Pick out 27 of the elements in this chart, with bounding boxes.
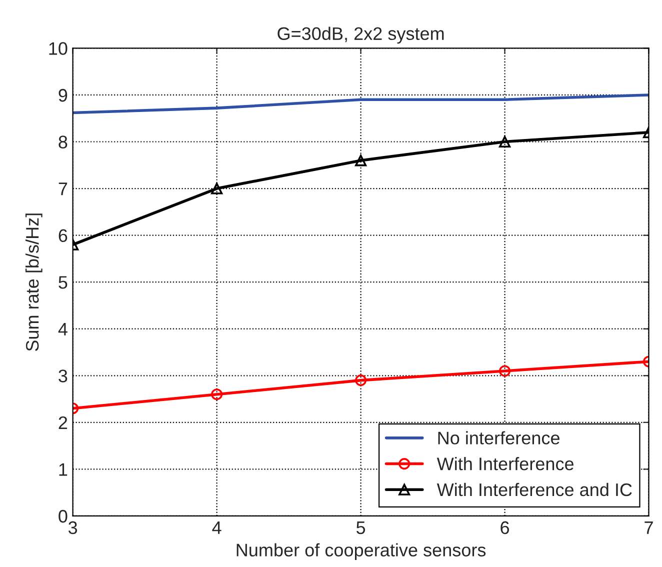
y-tick-label: 9: [58, 88, 68, 102]
y-axis-title: Sum rate [b/s/Hz]: [25, 214, 42, 351]
y-tick-label: 6: [58, 229, 68, 242]
chart-title: G=30dB, 2x2 system: [278, 26, 444, 44]
x-tick-label: 7: [644, 521, 653, 534]
legend-label: With Interference: [436, 457, 574, 470]
x-axis-title: Number of cooperative sensors: [236, 543, 486, 560]
y-tick-label: 4: [58, 322, 68, 336]
y-tick-label: 7: [58, 182, 68, 196]
y-tick-label: 3: [58, 370, 68, 382]
y-tick-label: 0: [58, 510, 68, 523]
line-series: [72, 94, 649, 114]
y-tick-label: 1: [59, 463, 68, 476]
point: [355, 374, 367, 386]
point: [355, 154, 367, 166]
x-tick-label: 5: [356, 521, 366, 534]
x-tick-label: 3: [68, 521, 78, 534]
point: [211, 388, 223, 400]
y-tick-label: 10: [49, 42, 68, 55]
y-tick-label: 5: [58, 276, 68, 289]
x-tick-label: 6: [500, 521, 510, 534]
legend-label: With Interference and IC: [436, 482, 632, 496]
y-tick-label: 8: [58, 136, 68, 148]
point: [211, 182, 223, 194]
x-tick-label: 4: [212, 521, 222, 534]
y-tick-label: 2: [58, 416, 68, 429]
legend-label: No interference: [438, 431, 560, 444]
